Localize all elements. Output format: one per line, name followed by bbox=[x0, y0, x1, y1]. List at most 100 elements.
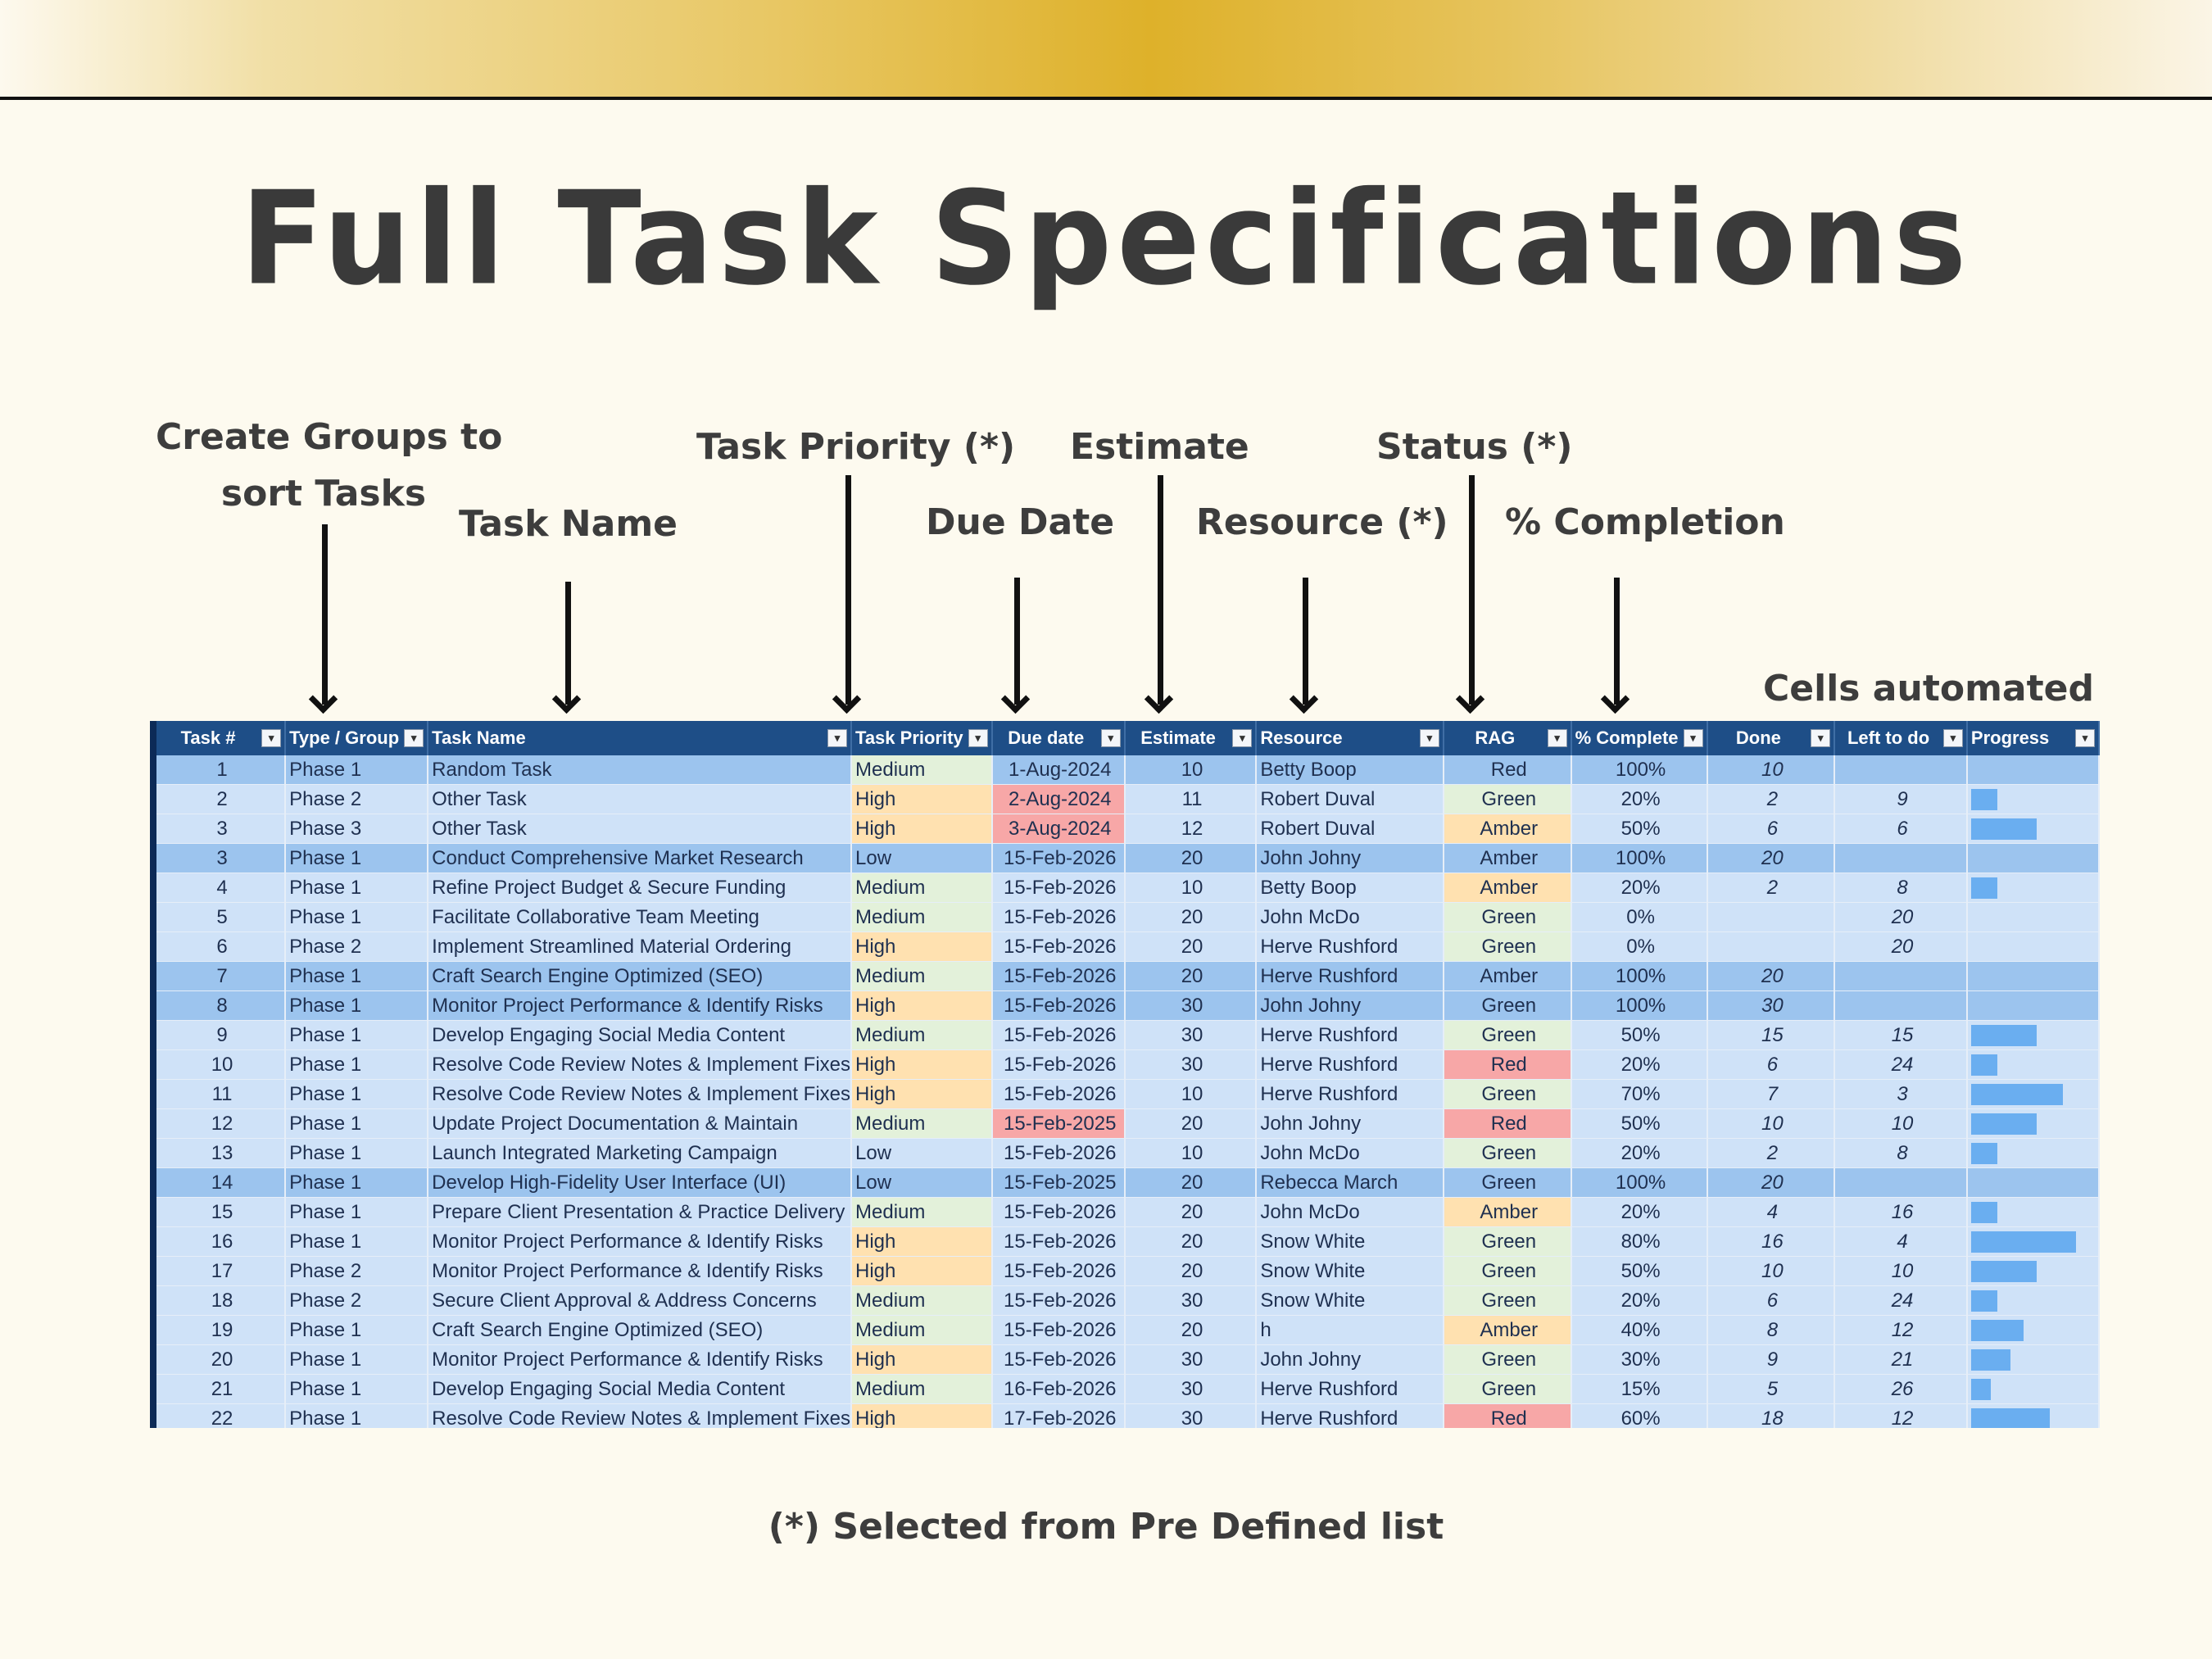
cell-percent-complete[interactable]: 20% bbox=[1571, 1285, 1708, 1316]
cell-type-group[interactable]: Phase 1 bbox=[285, 1344, 429, 1375]
cell-due-date[interactable]: 15-Feb-2026 bbox=[991, 1138, 1126, 1168]
cell-percent-complete[interactable]: 100% bbox=[1571, 755, 1708, 785]
cell-task-number[interactable]: 8 bbox=[156, 990, 287, 1021]
cell-left-to-do[interactable]: 20 bbox=[1834, 931, 1968, 962]
cell-rag-status[interactable]: Amber bbox=[1443, 1197, 1572, 1227]
cell-estimate[interactable]: 20 bbox=[1124, 1197, 1258, 1227]
cell-percent-complete[interactable]: 20% bbox=[1571, 873, 1708, 903]
cell-task-name[interactable]: Resolve Code Review Notes & Implement Fi… bbox=[428, 1403, 853, 1428]
cell-type-group[interactable]: Phase 1 bbox=[285, 1108, 429, 1139]
cell-type-group[interactable]: Phase 1 bbox=[285, 1374, 429, 1404]
cell-percent-complete[interactable]: 30% bbox=[1571, 1344, 1708, 1375]
cell-task-priority[interactable]: High bbox=[851, 1256, 993, 1286]
cell-task-priority[interactable]: Medium bbox=[851, 755, 993, 785]
table-row[interactable]: 10 Phase 1 Resolve Code Review Notes & Imp… bbox=[156, 1049, 2100, 1080]
cell-task-priority[interactable]: Medium bbox=[851, 873, 993, 903]
cell-rag-status[interactable]: Green bbox=[1443, 1079, 1572, 1109]
cell-rag-status[interactable]: Red bbox=[1443, 1108, 1572, 1139]
filter-dropdown-icon[interactable]: ▾ bbox=[1683, 729, 1703, 747]
filter-dropdown-icon[interactable]: ▾ bbox=[1232, 729, 1253, 747]
cell-task-name[interactable]: Other Task bbox=[428, 784, 853, 814]
cell-due-date[interactable]: 15-Feb-2026 bbox=[991, 1344, 1126, 1375]
cell-left-to-do[interactable]: 10 bbox=[1834, 1108, 1968, 1139]
cell-task-priority[interactable]: High bbox=[851, 1344, 993, 1375]
cell-rag-status[interactable]: Amber bbox=[1443, 1315, 1572, 1345]
cell-task-number[interactable]: 1 bbox=[156, 755, 287, 785]
cell-resource[interactable]: John Johny bbox=[1256, 1108, 1444, 1139]
table-row[interactable]: 7 Phase 1 Craft Search Engine Optimized (S… bbox=[156, 961, 2100, 991]
cell-left-to-do[interactable]: 21 bbox=[1834, 1344, 1968, 1375]
cell-resource[interactable]: John Johny bbox=[1256, 1344, 1444, 1375]
cell-task-priority[interactable]: Medium bbox=[851, 1108, 993, 1139]
cell-resource[interactable]: John McDo bbox=[1256, 1138, 1444, 1168]
cell-task-name[interactable]: Prepare Client Presentation & Practice D… bbox=[428, 1197, 853, 1227]
cell-done[interactable]: 16 bbox=[1707, 1226, 1836, 1257]
column-header[interactable]: Task Priority ▾ bbox=[851, 721, 993, 755]
cell-task-priority[interactable]: Medium bbox=[851, 1374, 993, 1404]
cell-rag-status[interactable]: Red bbox=[1443, 1403, 1572, 1428]
table-row[interactable]: 3 Phase 1 Conduct Comprehensive Market Res… bbox=[156, 843, 2100, 873]
filter-dropdown-icon[interactable]: ▾ bbox=[1942, 729, 1963, 747]
cell-resource[interactable]: Betty Boop bbox=[1256, 755, 1444, 785]
cell-due-date[interactable]: 15-Feb-2026 bbox=[991, 1256, 1126, 1286]
cell-task-name[interactable]: Conduct Comprehensive Market Research bbox=[428, 843, 853, 873]
table-row[interactable]: 1 Phase 1 Random Task Medium 1-Aug-2024 10 Bet… bbox=[156, 755, 2100, 785]
cell-rag-status[interactable]: Green bbox=[1443, 1167, 1572, 1198]
cell-rag-status[interactable]: Green bbox=[1443, 1344, 1572, 1375]
cell-task-number[interactable]: 2 bbox=[156, 784, 287, 814]
cell-resource[interactable]: John McDo bbox=[1256, 1197, 1444, 1227]
cell-task-number[interactable]: 22 bbox=[156, 1403, 287, 1428]
cell-resource[interactable]: Herve Rushford bbox=[1256, 1079, 1444, 1109]
column-header[interactable]: Due date ▾ bbox=[991, 721, 1126, 755]
cell-task-priority[interactable]: High bbox=[851, 1226, 993, 1257]
filter-dropdown-icon[interactable]: ▾ bbox=[261, 729, 282, 747]
table-row[interactable]: 18 Phase 2 Secure Client Approval & Addres… bbox=[156, 1285, 2100, 1316]
cell-percent-complete[interactable]: 0% bbox=[1571, 902, 1708, 932]
table-row[interactable]: 17 Phase 2 Monitor Project Performance & I… bbox=[156, 1256, 2100, 1286]
cell-type-group[interactable]: Phase 1 bbox=[285, 1403, 429, 1428]
cell-due-date[interactable]: 1-Aug-2024 bbox=[991, 755, 1126, 785]
cell-done[interactable]: 10 bbox=[1707, 755, 1836, 785]
cell-due-date[interactable]: 15-Feb-2026 bbox=[991, 843, 1126, 873]
cell-resource[interactable]: Herve Rushford bbox=[1256, 961, 1444, 991]
cell-left-to-do[interactable]: 24 bbox=[1834, 1285, 1968, 1316]
cell-left-to-do[interactable]: 24 bbox=[1834, 1049, 1968, 1080]
cell-resource[interactable]: John Johny bbox=[1256, 843, 1444, 873]
cell-percent-complete[interactable]: 50% bbox=[1571, 1108, 1708, 1139]
cell-task-number[interactable]: 3 bbox=[156, 843, 287, 873]
cell-rag-status[interactable]: Red bbox=[1443, 755, 1572, 785]
column-header[interactable]: Estimate ▾ bbox=[1124, 721, 1258, 755]
cell-rag-status[interactable]: Green bbox=[1443, 1020, 1572, 1050]
cell-task-name[interactable]: Update Project Documentation & Maintain bbox=[428, 1108, 853, 1139]
table-row[interactable]: 15 Phase 1 Prepare Client Presentation & P… bbox=[156, 1197, 2100, 1227]
cell-estimate[interactable]: 10 bbox=[1124, 1079, 1258, 1109]
cell-resource[interactable]: Betty Boop bbox=[1256, 873, 1444, 903]
cell-left-to-do[interactable]: 3 bbox=[1834, 1079, 1968, 1109]
table-row[interactable]: 13 Phase 1 Launch Integrated Marketing Cam… bbox=[156, 1138, 2100, 1168]
filter-dropdown-icon[interactable]: ▾ bbox=[404, 729, 424, 747]
cell-task-number[interactable]: 21 bbox=[156, 1374, 287, 1404]
filter-dropdown-icon[interactable]: ▾ bbox=[1811, 729, 1831, 747]
table-row[interactable]: 4 Phase 1 Refine Project Budget & Secure F… bbox=[156, 873, 2100, 903]
cell-estimate[interactable]: 20 bbox=[1124, 1315, 1258, 1345]
cell-resource[interactable]: h bbox=[1256, 1315, 1444, 1345]
cell-done[interactable]: 18 bbox=[1707, 1403, 1836, 1428]
cell-resource[interactable]: Rebecca March bbox=[1256, 1167, 1444, 1198]
table-row[interactable]: 5 Phase 1 Facilitate Collaborative Team Me… bbox=[156, 902, 2100, 932]
cell-rag-status[interactable]: Amber bbox=[1443, 843, 1572, 873]
cell-task-name[interactable]: Random Task bbox=[428, 755, 853, 785]
cell-percent-complete[interactable]: 100% bbox=[1571, 1167, 1708, 1198]
cell-task-priority[interactable]: Medium bbox=[851, 1315, 993, 1345]
cell-percent-complete[interactable]: 0% bbox=[1571, 931, 1708, 962]
cell-done[interactable]: 20 bbox=[1707, 961, 1836, 991]
cell-rag-status[interactable]: Amber bbox=[1443, 961, 1572, 991]
table-row[interactable]: 14 Phase 1 Develop High-Fidelity User Inte… bbox=[156, 1167, 2100, 1198]
cell-type-group[interactable]: Phase 3 bbox=[285, 814, 429, 844]
cell-done[interactable]: 20 bbox=[1707, 843, 1836, 873]
cell-done[interactable]: 2 bbox=[1707, 1138, 1836, 1168]
cell-due-date[interactable]: 15-Feb-2026 bbox=[991, 1079, 1126, 1109]
cell-done[interactable]: 6 bbox=[1707, 1049, 1836, 1080]
cell-percent-complete[interactable]: 100% bbox=[1571, 843, 1708, 873]
cell-left-to-do[interactable] bbox=[1834, 961, 1968, 991]
cell-task-name[interactable]: Launch Integrated Marketing Campaign bbox=[428, 1138, 853, 1168]
